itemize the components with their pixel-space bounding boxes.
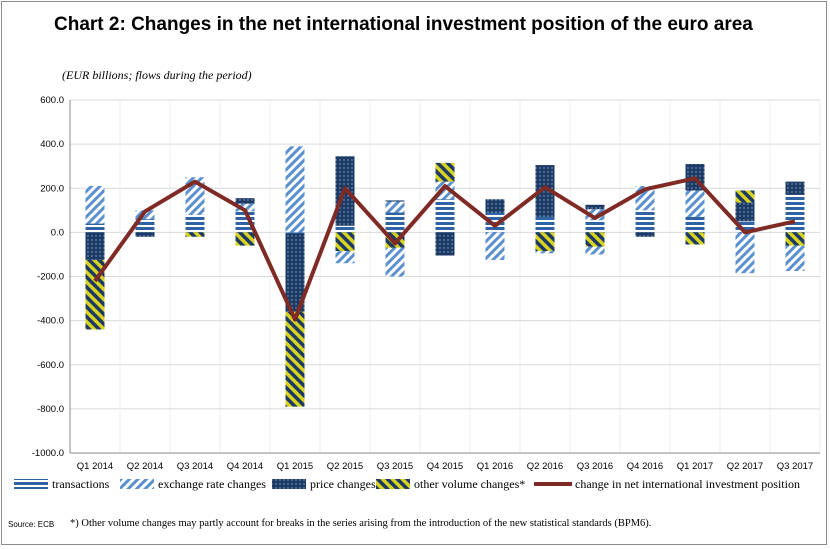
- x-tick-label: Q3 2017: [777, 461, 813, 472]
- bar-segment: [135, 219, 155, 233]
- y-tick-label: -400.0: [37, 316, 64, 327]
- unit-note: (EUR billions; flows during the period): [62, 68, 252, 82]
- y-tick-label: -600.0: [37, 360, 64, 371]
- x-tick-label: Q1 2016: [477, 461, 513, 472]
- x-tick-label: Q1 2017: [677, 461, 713, 472]
- y-tick-label: -1000.0: [32, 448, 64, 459]
- bar-segment: [635, 210, 655, 233]
- bar-segment: [185, 232, 205, 237]
- bar-segment: [535, 165, 555, 217]
- bar-segment: [385, 247, 405, 277]
- bar-segment: [735, 202, 755, 222]
- bar-segment: [435, 199, 455, 233]
- bar-segment: [235, 232, 255, 246]
- y-tick-label: 0.0: [51, 227, 64, 238]
- bar-segment: [785, 194, 805, 233]
- bar-segment: [585, 204, 605, 210]
- y-tick-label: 400.0: [40, 139, 64, 150]
- legend-price-changes-label: price changes: [310, 477, 376, 491]
- legend-layer: transactions exchange rate changes price c…: [14, 477, 800, 491]
- bar-segment: [85, 186, 105, 224]
- legend-exchange-rate-label: exchange rate changes: [158, 477, 266, 491]
- bar-segment: [285, 146, 305, 233]
- x-tick-label: Q4 2016: [627, 461, 663, 472]
- bar-segment: [785, 232, 805, 246]
- bar-segment: [335, 251, 355, 264]
- x-tick-label: Q3 2014: [177, 461, 213, 472]
- bar-segment: [685, 190, 705, 217]
- legend-price-changes-swatch: [272, 479, 306, 489]
- bar-segment: [335, 225, 355, 233]
- legend-other-volume-label: other volume changes*: [414, 477, 525, 491]
- x-tick-label: Q2 2015: [327, 461, 363, 472]
- x-tick-label: Q4 2015: [427, 461, 463, 472]
- legend-transactions-label: transactions: [52, 477, 110, 491]
- bar-segment: [185, 214, 205, 233]
- footnote: *) Other volume changes may partly accou…: [70, 518, 652, 529]
- bar-segment: [635, 232, 655, 237]
- bar-segment: [285, 233, 305, 312]
- axis-layer: 600.0 400.0 200.0 0.0 -200.0 -400.0 -600.0 -800…: [32, 95, 820, 472]
- bar-segment: [85, 232, 105, 260]
- bar-segment: [485, 199, 505, 213]
- bar-segment: [585, 220, 605, 233]
- y-tick-label: -800.0: [37, 404, 64, 415]
- source-label: Source: ECB: [8, 520, 55, 529]
- bar-segment: [435, 181, 455, 200]
- x-tick-label: Q1 2014: [77, 461, 113, 472]
- bar-segment: [435, 232, 455, 256]
- bar-segment: [385, 201, 405, 213]
- line-layer: [93, 176, 796, 322]
- bar-segment: [735, 221, 755, 233]
- x-tick-label: Q3 2015: [377, 461, 413, 472]
- bar-segment: [235, 198, 255, 204]
- x-tick-label: Q2 2016: [527, 461, 563, 472]
- bar-segment: [735, 232, 755, 274]
- net-change-line: [93, 176, 796, 322]
- x-tick-label: Q1 2015: [277, 461, 313, 472]
- grid-layer: [70, 99, 821, 454]
- legend-transactions-swatch: [14, 479, 48, 489]
- legend-line-label: change in net international investment p…: [575, 477, 800, 491]
- bar-segment: [335, 232, 355, 252]
- legend-exchange-rate-swatch: [120, 479, 154, 489]
- y-tick-label: -200.0: [37, 272, 64, 283]
- bars-layer: [85, 146, 805, 407]
- bar-segment: [535, 232, 555, 252]
- bar-segment: [285, 232, 305, 234]
- bar-segment: [785, 245, 805, 271]
- bar-segment: [385, 200, 405, 202]
- bar-segment: [685, 216, 705, 233]
- bar-segment: [135, 232, 155, 237]
- chart-title: Chart 2: Changes in the net internationa…: [54, 14, 753, 35]
- bar-segment: [585, 209, 605, 221]
- bar-segment: [485, 212, 505, 233]
- bar-segment: [585, 232, 605, 247]
- bar-segment: [85, 223, 105, 233]
- x-tick-label: Q2 2017: [727, 461, 763, 472]
- bar-segment: [585, 246, 605, 255]
- bar-segment: [735, 190, 755, 203]
- y-tick-label: 200.0: [40, 183, 64, 194]
- bar-segment: [535, 251, 555, 254]
- bar-segment: [685, 232, 705, 245]
- x-tick-label: Q3 2016: [577, 461, 613, 472]
- bar-segment: [285, 311, 305, 407]
- y-tick-label: 600.0: [40, 95, 64, 106]
- bar-segment: [485, 232, 505, 260]
- bar-segment: [435, 162, 455, 182]
- bar-segment: [385, 212, 405, 233]
- x-tick-label: Q4 2014: [227, 461, 263, 472]
- bar-segment: [785, 181, 805, 195]
- legend-other-volume-swatch: [376, 479, 410, 489]
- bar-segment: [235, 203, 255, 212]
- x-tick-label: Q2 2014: [127, 461, 163, 472]
- bar-segment: [535, 216, 555, 233]
